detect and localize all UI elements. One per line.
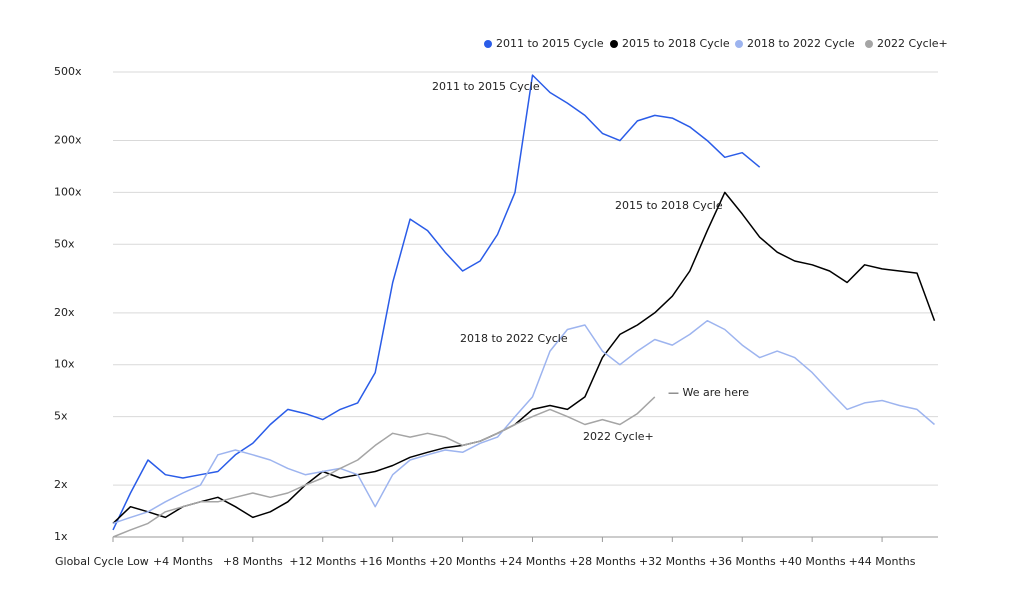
y-tick-label: 500x [54, 65, 82, 78]
annotation: 2022 Cycle+ [583, 430, 654, 443]
x-tick-label: +40 Months [779, 555, 846, 568]
x-tick-label: +8 Months [223, 555, 283, 568]
legend-dot [610, 40, 618, 48]
x-tick-label: +16 Months [359, 555, 426, 568]
y-tick-label: 10x [54, 358, 75, 371]
legend-label: 2018 to 2022 Cycle [747, 37, 855, 50]
y-tick-label: 2x [54, 478, 68, 491]
annotation: — We are here [668, 386, 749, 399]
legend-dot [735, 40, 743, 48]
legend-dot [865, 40, 873, 48]
y-tick-label: 1x [54, 530, 68, 543]
series-line [112, 396, 656, 538]
x-tick-label: +4 Months [153, 555, 213, 568]
legend-label: 2015 to 2018 Cycle [622, 37, 730, 50]
x-tick-label: +36 Months [709, 555, 776, 568]
x-tick-label: +20 Months [429, 555, 496, 568]
legend-dot [484, 40, 492, 48]
x-tick-label: +32 Months [639, 555, 706, 568]
y-tick-label: 50x [54, 237, 75, 250]
y-tick-label: 200x [54, 134, 82, 147]
series-line [112, 191, 936, 524]
annotation: 2018 to 2022 Cycle [460, 332, 568, 345]
legend-label: 2022 Cycle+ [877, 37, 948, 50]
x-tick-label: +12 Months [289, 555, 356, 568]
legend-label: 2011 to 2015 Cycle [496, 37, 604, 50]
annotation: 2015 to 2018 Cycle [615, 199, 723, 212]
x-tick-label: +24 Months [499, 555, 566, 568]
y-tick-label: 100x [54, 185, 82, 198]
y-tick-label: 20x [54, 306, 75, 319]
x-tick-label: +44 Months [849, 555, 916, 568]
series-line [112, 319, 935, 525]
y-tick-label: 5x [54, 410, 68, 423]
annotation: 2011 to 2015 Cycle [432, 80, 540, 93]
x-tick-label: Global Cycle Low [55, 555, 149, 568]
x-tick-label: +28 Months [569, 555, 636, 568]
series-line [112, 74, 761, 531]
